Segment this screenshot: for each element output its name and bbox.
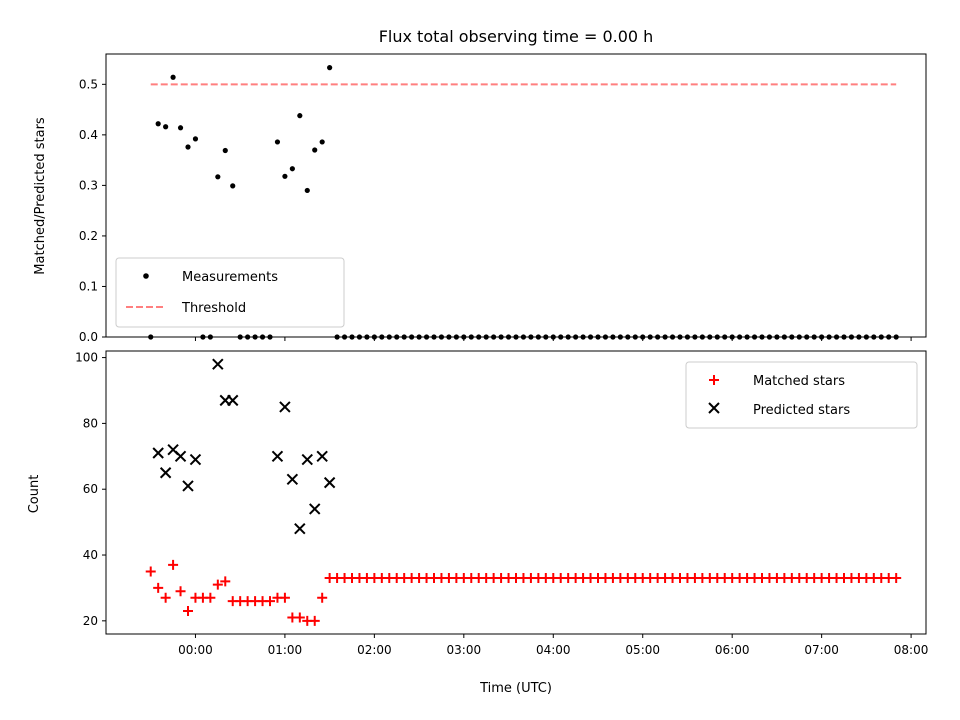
top-legend-box	[115, 257, 345, 328]
top-y-tick-label: 0.0	[79, 330, 98, 344]
top-y-tick-label: 0.4	[79, 128, 98, 142]
predicted-stars-point	[309, 503, 321, 515]
top-y-axis-label: Matched/Predicted stars	[33, 117, 48, 275]
matched-stars-point	[145, 566, 156, 577]
bottom-y-tick-label: 40	[83, 548, 98, 562]
legend-predicted-label: Predicted stars	[753, 403, 850, 418]
predicted-stars-point	[323, 476, 336, 489]
bottom-legend: Matched stars Predicted stars	[685, 361, 918, 429]
x-tick-label: 00:00	[178, 643, 213, 657]
bottom-y-axis-label: Count	[27, 475, 42, 514]
measurement-point	[274, 139, 281, 145]
measurement-point	[312, 147, 318, 153]
x-tick-label: 05:00	[625, 643, 660, 657]
measurement-point	[319, 139, 325, 145]
predicted-stars-point	[271, 450, 284, 463]
predicted-stars-point	[152, 447, 164, 459]
bottom-y-tick-label: 80	[83, 416, 98, 430]
measurement-point	[185, 144, 191, 150]
matched-stars-point	[175, 586, 186, 597]
bottom-y-tick-label: 100	[75, 351, 98, 365]
top-y-tick-label: 0.5	[79, 77, 98, 91]
top-y-tick-label: 0.2	[79, 229, 98, 243]
measurement-point	[192, 136, 199, 142]
measurement-point	[177, 125, 184, 131]
x-tick-label: 03:00	[447, 643, 482, 657]
measurement-point	[297, 113, 303, 119]
legend-measurements-marker	[143, 273, 149, 279]
predicted-stars-point	[316, 450, 328, 463]
bottom-y-tick-label: 60	[83, 482, 98, 496]
x-tick-label: 07:00	[804, 643, 839, 657]
bottom-legend-box	[685, 361, 918, 429]
x-tick-label: 08:00	[894, 643, 929, 657]
legend-matched-marker	[709, 375, 719, 385]
legend-measurements-label: Measurements	[182, 270, 278, 285]
measurement-point	[222, 147, 228, 154]
bottom-y-tick-label: 20	[83, 614, 98, 628]
legend-threshold-label: Threshold	[181, 301, 246, 316]
chart-title: Flux total observing time = 0.00 h	[379, 27, 654, 46]
x-tick-label: 01:00	[268, 643, 303, 657]
predicted-stars-point	[189, 453, 202, 466]
measurement-point	[304, 187, 310, 194]
x-tick-label: 04:00	[536, 643, 571, 657]
top-axes-frame	[105, 53, 927, 338]
matched-stars-point	[160, 592, 171, 603]
top-y-tick-label: 0.1	[79, 279, 98, 293]
matched-stars-point	[212, 579, 223, 590]
measurement-point	[282, 173, 288, 179]
measurement-point	[215, 174, 221, 180]
matched-stars-point	[183, 605, 193, 616]
matched-stars-point	[153, 582, 164, 593]
top-y-tick-label: 0.3	[79, 178, 98, 192]
x-axis-label: Time (UTC)	[479, 681, 552, 696]
top-y-axis: 0.0 0.1 0.2 0.3 0.4 0.5	[79, 77, 106, 344]
predicted-stars-point	[174, 450, 187, 463]
predicted-stars-point	[182, 480, 194, 492]
predicted-stars-point	[286, 473, 299, 486]
legend-matched-label: Matched stars	[753, 374, 845, 389]
matched-stars-point	[220, 576, 231, 587]
bottom-y-axis: 20 40 60 80 100	[75, 351, 106, 628]
predicted-stars-point	[294, 522, 306, 535]
predicted-stars-point	[301, 453, 313, 466]
predicted-stars-point	[212, 358, 224, 370]
matched-stars-point	[294, 612, 305, 623]
bottom-x-axis: 00:00 01:00 02:00 03:00 04:00 05:00 06:00 07:00…	[178, 634, 928, 657]
measurement-point	[163, 124, 169, 130]
x-tick-label: 06:00	[715, 643, 750, 657]
bottom-plot-area	[145, 358, 902, 626]
legend-predicted-marker	[708, 402, 720, 414]
matched-stars-point	[317, 592, 328, 603]
matched-stars-point	[265, 596, 275, 607]
measurement-point	[289, 166, 295, 172]
measurement-point	[327, 65, 333, 71]
top-x-ticks	[194, 337, 912, 341]
matched-stars-point	[168, 559, 179, 570]
measurement-point	[230, 183, 236, 189]
measurement-point	[170, 74, 176, 80]
bottom-axes-frame	[105, 350, 927, 635]
predicted-stars-point	[279, 401, 291, 413]
matched-stars-point	[205, 592, 216, 603]
measurement-point	[155, 121, 161, 127]
predicted-stars-point	[159, 467, 172, 479]
matched-stars-point	[891, 573, 902, 584]
x-tick-label: 02:00	[357, 643, 392, 657]
matched-stars-point	[309, 615, 320, 626]
matched-stars-point	[279, 592, 290, 603]
predicted-stars-point	[227, 394, 239, 407]
top-legend: Measurements Threshold	[115, 257, 345, 328]
